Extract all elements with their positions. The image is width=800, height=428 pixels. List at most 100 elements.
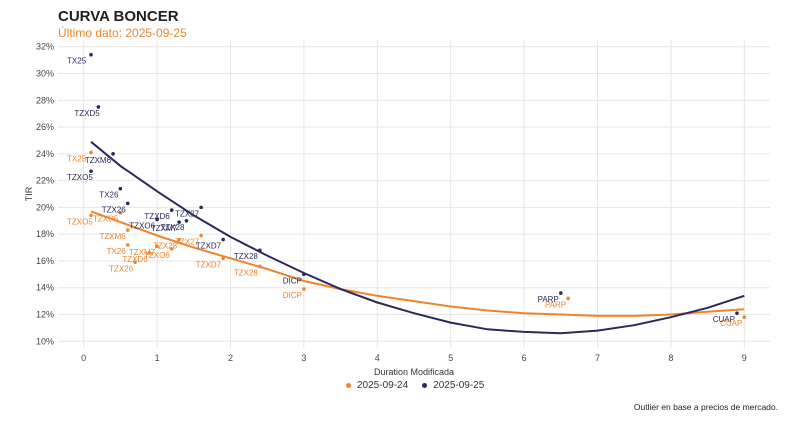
data-point: [169, 208, 174, 212]
data-point: [199, 205, 203, 210]
data-point: [89, 213, 93, 218]
footnote: Outlier en base a precios de mercado.: [633, 402, 778, 412]
data-point: [735, 311, 739, 315]
trend-line-2: [90, 141, 745, 335]
data-point: [96, 105, 101, 109]
point-label: TZXD7: [196, 260, 222, 269]
y-tick-label: 24%: [36, 149, 54, 159]
data-point: [155, 217, 159, 222]
data-point: [221, 256, 225, 261]
data-point: [566, 296, 570, 301]
point-label: DICP: [283, 291, 302, 300]
x-tick-label: 5: [448, 353, 453, 363]
x-tick-label: 4: [375, 353, 380, 363]
data-point: [199, 233, 203, 238]
point-label: TX26: [99, 191, 119, 200]
legend-label-s2: 2025-09-25: [433, 380, 485, 391]
data-point: [89, 169, 93, 174]
x-tick-label: 9: [742, 353, 747, 363]
point-label: DICP: [283, 276, 302, 285]
data-point: [118, 210, 123, 215]
point-label: TZXO5: [67, 173, 93, 182]
data-point: [89, 150, 93, 155]
point-label: PARP: [538, 295, 559, 304]
data-point: [125, 201, 130, 206]
y-tick-label: 14%: [36, 283, 54, 293]
y-tick-label: 30%: [36, 68, 54, 78]
data-point: [125, 243, 130, 247]
legend-dot-s1: [346, 383, 351, 388]
legend: 2025-09-24 2025-09-25: [346, 380, 484, 391]
y-tick-label: 12%: [36, 310, 54, 320]
point-label: TZX26: [102, 205, 127, 214]
point-label: TZXM6: [99, 232, 126, 241]
legend-label-s1: 2025-09-24: [357, 380, 409, 391]
point-label: TZXO6: [129, 221, 155, 230]
point-label: TX25: [67, 154, 87, 163]
data-point: [221, 237, 225, 242]
y-axis-label: TIR: [24, 186, 34, 201]
point-label: TZXO5: [67, 217, 93, 226]
point-label: TZXD7: [196, 242, 222, 251]
point-label: TZX28: [234, 252, 259, 261]
point-label: TZXO6: [144, 251, 170, 260]
point-label: CUAP: [713, 315, 735, 324]
x-tick-label: 7: [595, 353, 600, 363]
point-label: PARP: [545, 300, 566, 309]
x-tick-label: 6: [522, 353, 527, 363]
data-point: [118, 186, 123, 191]
legend-item-s2: 2025-09-25: [422, 380, 484, 391]
point-label: TZXD5: [74, 109, 100, 118]
point-label: TZXD6: [144, 212, 170, 221]
y-tick-label: 20%: [36, 202, 54, 212]
point-label: TZX27: [175, 209, 200, 218]
y-tick-label: 16%: [36, 256, 54, 266]
y-tick-label: 10%: [36, 336, 54, 346]
data-point: [302, 287, 306, 291]
y-tick-label: 26%: [36, 122, 54, 132]
point-label: TZXM6: [85, 156, 112, 165]
point-label: TZX28: [160, 223, 185, 232]
data-point: [169, 247, 174, 251]
point-label: TX25: [67, 57, 87, 66]
data-point: [133, 260, 137, 265]
data-point: [125, 228, 130, 232]
point-label: TZXD6: [122, 255, 148, 264]
x-tick-label: 1: [155, 353, 160, 363]
data-point: [302, 272, 306, 277]
y-tick-label: 32%: [36, 42, 54, 52]
point-label: TZX28: [153, 242, 178, 251]
trend-line-1: [90, 210, 745, 317]
data-point: [177, 237, 181, 242]
data-point: [184, 218, 189, 223]
chart-subtitle: Último dato: 2025-09-25: [58, 26, 187, 40]
point-label: TZX28: [234, 268, 259, 277]
legend-item-s1: 2025-09-24: [346, 380, 408, 391]
data-point: [559, 291, 563, 295]
data-point: [147, 251, 152, 255]
data-point: [258, 248, 262, 253]
y-tick-label: 22%: [36, 176, 54, 186]
point-label: TZX26: [109, 264, 134, 273]
data-point: [177, 220, 181, 224]
legend-dot-s2: [422, 383, 428, 388]
data-point: [155, 244, 159, 249]
data-point: [742, 315, 747, 320]
data-point: [258, 264, 262, 269]
point-label: TZXM7: [129, 248, 156, 257]
point-label: CUAP: [720, 319, 742, 328]
x-tick-label: 8: [668, 353, 673, 363]
x-tick-label: 0: [81, 353, 86, 363]
x-axis-label: Duration Modificada: [374, 367, 454, 377]
point-label: TX26: [107, 247, 127, 256]
data-point: [111, 152, 115, 156]
x-tick-label: 3: [301, 353, 306, 363]
data-point: [89, 52, 93, 57]
point-label: TZXM7: [151, 224, 178, 233]
point-label: TZX27: [175, 238, 200, 247]
chart-title: CURVA BONCER: [58, 8, 179, 25]
y-tick-label: 28%: [36, 95, 54, 105]
y-tick-label: 18%: [36, 229, 54, 239]
point-label: TZXD5: [93, 215, 119, 224]
